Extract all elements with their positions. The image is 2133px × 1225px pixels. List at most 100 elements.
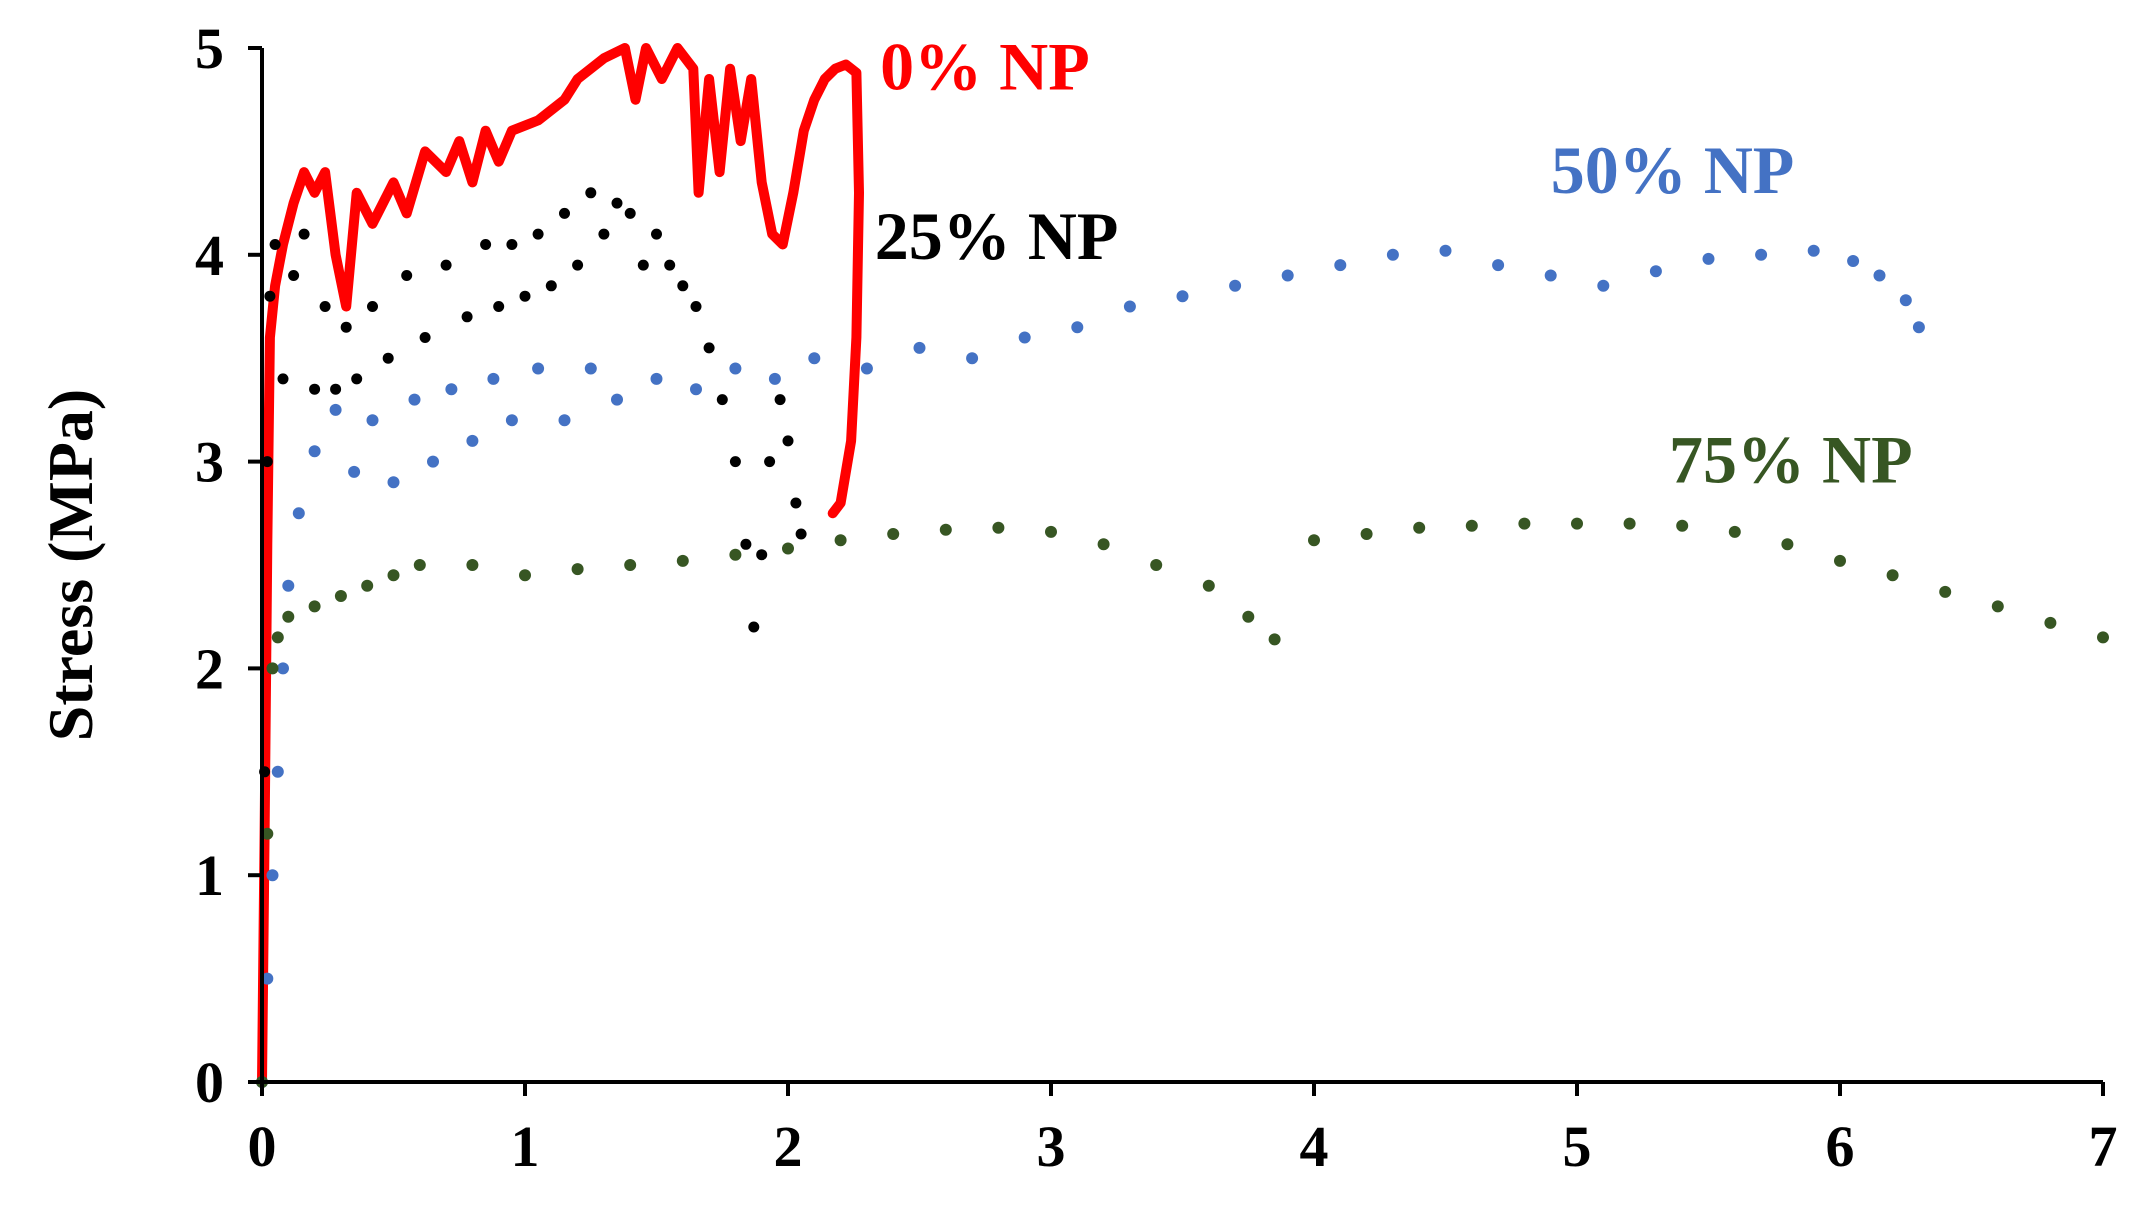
data-point (401, 270, 413, 281)
series-1 (256, 187, 807, 1088)
data-point (505, 414, 518, 427)
data-point (2044, 616, 2057, 629)
axis-layer (260, 48, 2103, 1084)
data-point (1202, 579, 1215, 592)
data-point (834, 534, 847, 547)
data-point (1123, 300, 1136, 313)
x-tick-label: 4 (1300, 1114, 1329, 1179)
data-point (277, 373, 289, 385)
data-point (624, 207, 636, 219)
tick-layer: 0 1 2 3 4 5 6 7 0 1 2 3 4 5 (195, 16, 2118, 1179)
data-point (1018, 331, 1031, 344)
data-point (545, 280, 557, 292)
data-point (1268, 633, 1281, 646)
data-point (1939, 585, 1952, 598)
data-point (427, 455, 439, 468)
data-point (1439, 244, 1452, 257)
data-point (1623, 517, 1636, 530)
data-point (651, 228, 662, 240)
data-point (413, 559, 426, 571)
data-point (676, 554, 689, 567)
data-point (729, 362, 742, 375)
data-point (1413, 521, 1426, 534)
data-point (764, 456, 776, 468)
data-point (298, 228, 310, 240)
data-point (493, 301, 505, 312)
data-point (330, 383, 342, 395)
data-point (887, 528, 900, 540)
data-point (782, 435, 794, 447)
data-point (795, 528, 807, 540)
data-point (1097, 538, 1110, 551)
data-point (740, 538, 752, 550)
data-point (440, 259, 452, 271)
data-point (419, 332, 431, 343)
data-point (939, 523, 952, 536)
data-point (611, 197, 623, 209)
data-point (703, 342, 715, 354)
series-label: 50% NP (1551, 132, 1795, 208)
data-point (361, 579, 374, 592)
data-point (690, 383, 702, 396)
data-point (756, 549, 768, 561)
data-point (677, 280, 689, 292)
series-line (257, 43, 864, 1087)
data-point (1229, 279, 1242, 292)
data-point (774, 394, 786, 406)
data-point (790, 497, 802, 509)
data-point (1571, 517, 1583, 530)
data-point (408, 393, 421, 406)
data-point (1334, 259, 1347, 272)
data-point (1176, 290, 1189, 303)
data-point (319, 301, 331, 312)
data-point (1071, 321, 1084, 334)
x-tick-label: 2 (774, 1114, 803, 1179)
data-point (716, 394, 728, 406)
data-point (1150, 559, 1163, 571)
data-point (729, 456, 741, 468)
data-point (340, 321, 352, 333)
data-point (1597, 279, 1610, 292)
data-point (387, 476, 400, 489)
data-point (992, 521, 1005, 534)
x-tick-label: 0 (248, 1114, 277, 1179)
data-point (690, 301, 702, 312)
data-point (466, 559, 479, 571)
x-tick-label: 5 (1563, 1114, 1592, 1179)
data-point (584, 362, 597, 375)
series-0 (257, 43, 864, 1087)
data-point (271, 631, 284, 644)
data-point (351, 373, 363, 385)
data-point (277, 662, 289, 675)
data-point (1912, 321, 1925, 334)
data-point (1308, 534, 1320, 547)
data-point (366, 414, 379, 427)
data-point (461, 311, 473, 323)
series-label-layer: 0% NP 25% NP 50% NP 75% NP (875, 28, 1913, 497)
data-point (1755, 248, 1768, 261)
data-point (266, 869, 279, 882)
series-label: 25% NP (875, 198, 1119, 274)
data-point (729, 548, 742, 561)
y-tick-label: 3 (195, 430, 224, 495)
y-tick-label: 5 (195, 16, 224, 81)
data-point (348, 465, 361, 478)
data-point (1781, 538, 1794, 551)
data-point (611, 393, 623, 406)
data-point (329, 403, 342, 416)
data-point (559, 207, 570, 219)
data-point (264, 290, 276, 302)
data-point (261, 456, 273, 468)
y-axis-title: Stress (MPa) (35, 389, 106, 742)
y-tick-label: 2 (195, 636, 224, 701)
data-point (1518, 517, 1531, 530)
data-point (572, 259, 584, 271)
data-point (269, 239, 281, 250)
data-point (571, 563, 584, 576)
data-point (1834, 554, 1846, 567)
data-point (860, 362, 873, 375)
data-point (1728, 525, 1741, 538)
data-point (1873, 269, 1886, 282)
data-point (598, 228, 610, 240)
